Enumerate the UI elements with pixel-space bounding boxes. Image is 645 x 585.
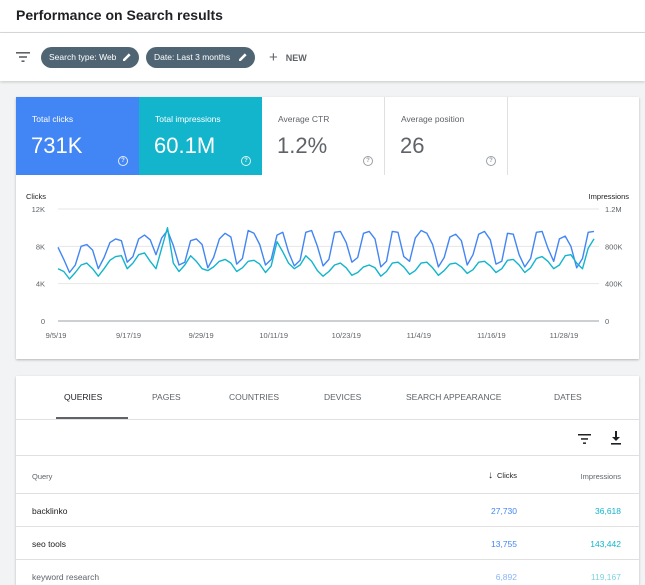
clicks-cell: 6,892 [495,572,517,582]
metric-average-ctr[interactable]: Average CTR 1.2% ? [262,97,385,175]
left-tick-label: 8K [36,242,45,251]
download-icon[interactable] [610,431,622,445]
metric-total-impressions[interactable]: Total impressions 60.1M ? [139,97,262,175]
tab-search-appearance[interactable]: SEARCH APPEARANCE [406,392,502,402]
tab-countries[interactable]: COUNTRIES [229,392,280,402]
top-bar: Performance on Search results [0,0,645,33]
metric-label: Average position [401,114,465,124]
query-cell: keyword research [32,572,100,582]
left-tick-label: 12K [32,205,45,214]
column-header-query[interactable]: Query [32,472,53,481]
tab-pages[interactable]: PAGES [152,392,181,402]
x-tick-label: 9/5/19 [46,331,67,340]
x-tick-label: 10/23/19 [332,331,361,340]
right-tick-label: 0 [605,317,609,326]
metric-value: 60.1M [154,133,216,158]
query-cell: seo tools [32,539,67,549]
chip-label: Search type: Web [49,52,117,62]
metric-total-clicks[interactable]: Total clicks 731K ? [16,97,139,175]
x-tick-label: 9/29/19 [189,331,214,340]
help-icon[interactable]: ? [363,156,373,166]
x-tick-label: 11/4/19 [407,331,431,340]
metric-value: 731K [31,133,83,158]
right-tick-label: 1.2M [605,205,622,214]
table-header: Query ↓ Clicks Impressions [16,456,639,494]
table-row[interactable]: seo tools 13,755 143,442 [16,527,639,560]
impressions-series-line [57,227,595,280]
table-row[interactable]: keyword research 6,892 119,167 [16,560,639,585]
x-tick-label: 11/16/19 [477,331,506,340]
impressions-cell: 143,442 [590,539,621,549]
clicks-cell: 13,755 [491,539,517,549]
help-icon[interactable]: ? [118,156,128,166]
impressions-cell: 119,167 [590,572,621,582]
clicks-cell: 27,730 [491,506,517,516]
right-tick-label: 400K [605,280,623,289]
chip-label: Date: Last 3 months [154,52,231,62]
left-tick-label: 4K [36,280,45,289]
left-tick-label: 0 [41,317,45,326]
page-title: Performance on Search results [16,7,223,23]
impressions-cell: 36,618 [595,506,621,516]
tab-queries[interactable]: QUERIES [64,392,103,402]
active-tab-indicator [56,417,128,419]
pencil-icon[interactable] [122,52,132,62]
tab-dates[interactable]: DATES [554,392,582,402]
metric-value: 26 [400,133,425,158]
metric-label: Total impressions [155,114,221,124]
column-header-impressions[interactable]: Impressions [580,472,621,481]
table-toolbar [16,420,639,456]
date-range-chip[interactable]: Date: Last 3 months [146,47,255,68]
x-tick-label: 10/11/19 [259,331,288,340]
filter-rows-icon[interactable] [578,434,591,444]
filter-icon[interactable] [16,51,30,63]
metric-label: Total clicks [32,114,74,124]
performance-chart-card: Total clicks 731K ? Total impressions 60… [16,97,639,359]
search-type-chip[interactable]: Search type: Web [41,47,139,68]
left-axis-title: Clicks [26,192,46,201]
tab-devices[interactable]: DEVICES [324,392,362,402]
clicks-series-line [57,229,595,274]
queries-table-card: QUERIES PAGES COUNTRIES DEVICES SEARCH A… [16,376,639,585]
query-cell: backlinko [32,506,68,516]
filter-bar: Search type: Web Date: Last 3 months + NE… [0,33,645,81]
new-filter-button[interactable]: + NEW [269,47,307,68]
column-header-clicks[interactable]: ↓ Clicks [488,470,517,481]
metric-average-position[interactable]: Average position 26 ? [385,97,508,175]
x-tick-label: 9/17/19 [116,331,141,340]
table-row[interactable]: backlinko 27,730 36,618 [16,494,639,527]
plus-icon: + [269,49,278,66]
dimension-tabs: QUERIES PAGES COUNTRIES DEVICES SEARCH A… [16,376,639,420]
metric-label: Average CTR [278,114,330,124]
column-header-clicks-label: Clicks [497,471,517,480]
right-tick-label: 800K [605,242,623,251]
right-axis-title: Impressions [589,192,630,201]
metric-value: 1.2% [277,133,328,158]
help-icon[interactable]: ? [486,156,496,166]
pencil-icon[interactable] [238,52,248,62]
sort-down-icon: ↓ [488,470,493,481]
help-icon[interactable]: ? [241,156,251,166]
new-filter-label: NEW [285,53,307,63]
x-tick-label: 11/28/19 [550,331,579,340]
